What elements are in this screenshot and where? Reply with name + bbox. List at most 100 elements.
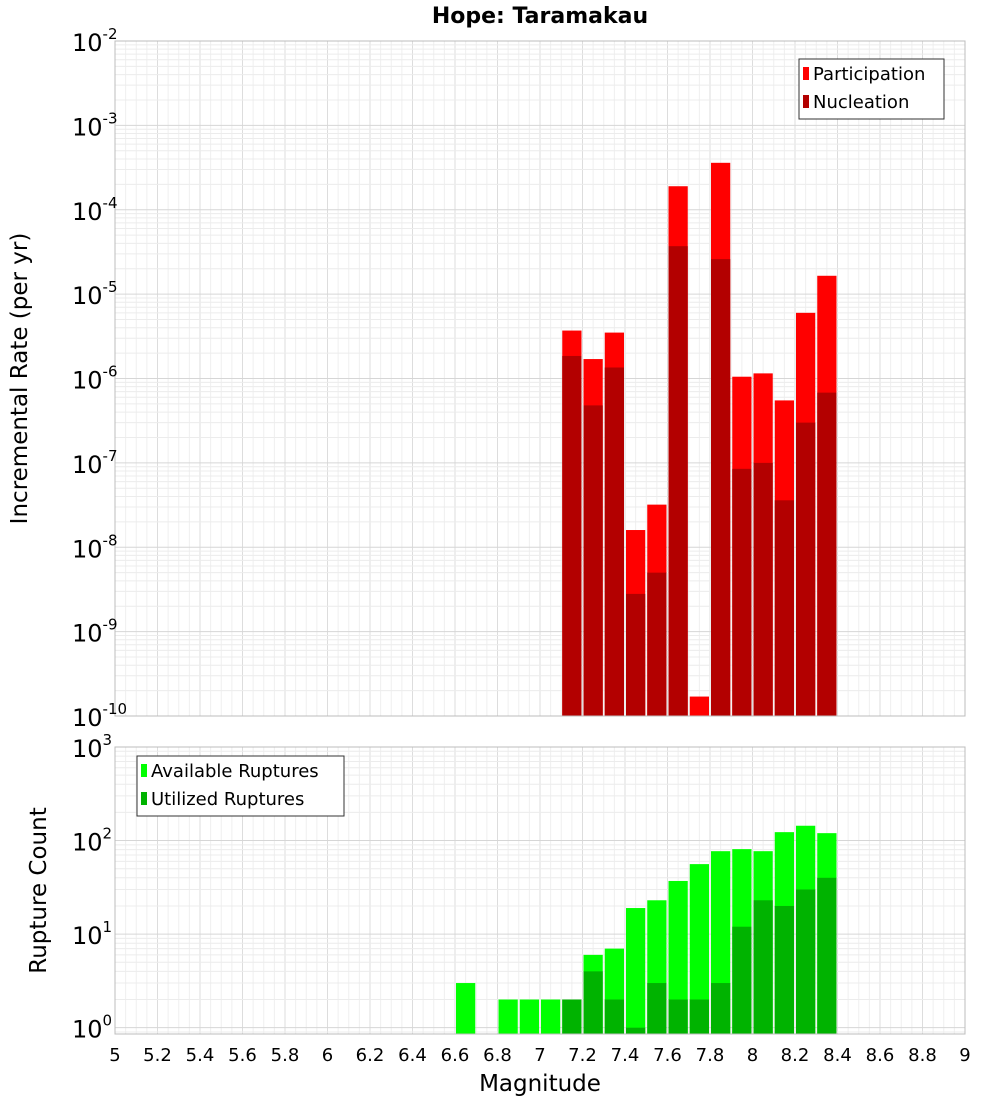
count-bar-secondary: [796, 889, 816, 1034]
xtick-label: 7.2: [568, 1045, 597, 1066]
ytick-exponent: 1: [103, 918, 113, 936]
count-bar-primary: [626, 908, 646, 1034]
count-plot-frame: [114, 746, 966, 1035]
rate-plot-frame: [114, 40, 966, 717]
xtick-label: 5: [109, 1045, 120, 1066]
ytick-base: 10: [72, 704, 103, 732]
count-bar-primary: [541, 999, 561, 1034]
count-bar-primary: [668, 880, 688, 1034]
count-legend-box: [136, 755, 345, 817]
ytick-exponent: -3: [103, 109, 118, 127]
count-bar-secondary: [562, 999, 582, 1034]
rate-bar-secondary: [647, 572, 667, 716]
xtick-label: 5.6: [228, 1045, 257, 1066]
rate-legend-swatch: [803, 95, 809, 108]
xtick-label: 8.4: [823, 1045, 852, 1066]
ytick-exponent: -2: [103, 25, 118, 43]
rate-legend-label: Participation: [813, 64, 925, 85]
rate-bar-secondary: [774, 500, 794, 716]
xtick-label: 8.8: [908, 1045, 937, 1066]
count-bar-secondary: [732, 926, 752, 1034]
count-ytick-label: 100: [72, 1012, 112, 1044]
xtick-label: 5.4: [186, 1045, 215, 1066]
xtick-label: 8: [747, 1045, 758, 1066]
count-bar-secondary: [626, 1027, 646, 1034]
count-bar-secondary: [583, 971, 603, 1034]
rate-ytick-label: 10-4: [72, 194, 118, 226]
ytick-base: 10: [72, 535, 103, 563]
xtick-label: 9: [959, 1045, 970, 1066]
count-bar-secondary: [668, 999, 688, 1034]
rate-ytick-label: 10-10: [72, 700, 127, 732]
rate-plot: 10-210-310-410-510-610-710-810-910-10Inc…: [7, 4, 966, 732]
count-bar-primary: [689, 864, 709, 1034]
count-legend-swatch: [141, 792, 147, 805]
count-legend-swatch: [141, 764, 147, 777]
xtick-label: 7.8: [696, 1045, 725, 1066]
ytick-base: 10: [72, 1016, 103, 1044]
ytick-base: 10: [72, 282, 103, 310]
count-ytick-label: 101: [72, 918, 112, 950]
rate-bar-primary: [689, 696, 709, 716]
rate-bar-secondary: [753, 462, 773, 716]
count-ytick-label: 103: [72, 731, 112, 763]
chart-title: Hope: Taramakau: [432, 4, 648, 29]
ytick-base: 10: [72, 735, 103, 763]
rate-bar-secondary: [732, 468, 752, 716]
xtick-label: 7.6: [653, 1045, 682, 1066]
rate-legend-box: [798, 58, 945, 120]
rate-ytick-label: 10-9: [72, 616, 118, 648]
ytick-exponent: 2: [103, 825, 113, 843]
rate-legend-label: Nucleation: [813, 92, 909, 113]
count-bar-secondary: [817, 877, 837, 1034]
ytick-base: 10: [72, 829, 103, 857]
rate-ytick-label: 10-5: [72, 278, 118, 310]
xtick-label: 5.2: [143, 1045, 172, 1066]
ytick-exponent: -10: [103, 700, 128, 718]
rate-bar-secondary: [796, 422, 816, 716]
xtick-label: 6.2: [356, 1045, 385, 1066]
rate-ytick-label: 10-8: [72, 531, 118, 563]
ytick-base: 10: [72, 922, 103, 950]
ytick-base: 10: [72, 29, 103, 57]
ytick-exponent: 0: [103, 1012, 113, 1030]
count-ylabel: Rupture Count: [26, 807, 52, 973]
rate-bar-secondary: [626, 593, 646, 716]
count-bar-secondary: [604, 999, 624, 1034]
count-ytick-label: 102: [72, 825, 112, 857]
count-bar-secondary: [647, 983, 667, 1034]
ytick-base: 10: [72, 198, 103, 226]
rate-bar-secondary: [711, 259, 731, 716]
xtick-label: 8.6: [866, 1045, 895, 1066]
ytick-base: 10: [72, 620, 103, 648]
ytick-exponent: -9: [103, 616, 118, 634]
ytick-base: 10: [72, 113, 103, 141]
count-bar-secondary: [753, 900, 773, 1034]
rate-ytick-label: 10-6: [72, 363, 118, 395]
rate-bar-secondary: [668, 246, 688, 716]
rate-legend-swatch: [803, 67, 809, 80]
count-bar-secondary: [711, 983, 731, 1034]
ytick-exponent: -5: [103, 278, 118, 296]
ytick-base: 10: [72, 451, 103, 479]
xtick-label: 6.8: [483, 1045, 512, 1066]
rate-ylabel: Incremental Rate (per yr): [7, 233, 33, 525]
rate-ytick-label: 10-3: [72, 109, 118, 141]
count-legend: Available Ruptures Utilized Ruptures: [136, 755, 345, 817]
rate-ytick-label: 10-2: [72, 25, 118, 57]
rate-bar-secondary: [817, 392, 837, 716]
count-bar-primary: [498, 999, 518, 1034]
count-legend-label: Utilized Ruptures: [151, 789, 304, 810]
count-bar-primary: [456, 983, 476, 1034]
xlabel: Magnitude: [479, 1071, 601, 1097]
xtick-label: 5.8: [271, 1045, 300, 1066]
xtick-label: 7.4: [611, 1045, 640, 1066]
rate-bar-secondary: [604, 367, 624, 716]
xtick-label: 6.4: [398, 1045, 427, 1066]
ytick-exponent: -7: [103, 447, 118, 465]
xtick-label: 7: [534, 1045, 545, 1066]
count-legend-label: Available Ruptures: [151, 761, 319, 782]
